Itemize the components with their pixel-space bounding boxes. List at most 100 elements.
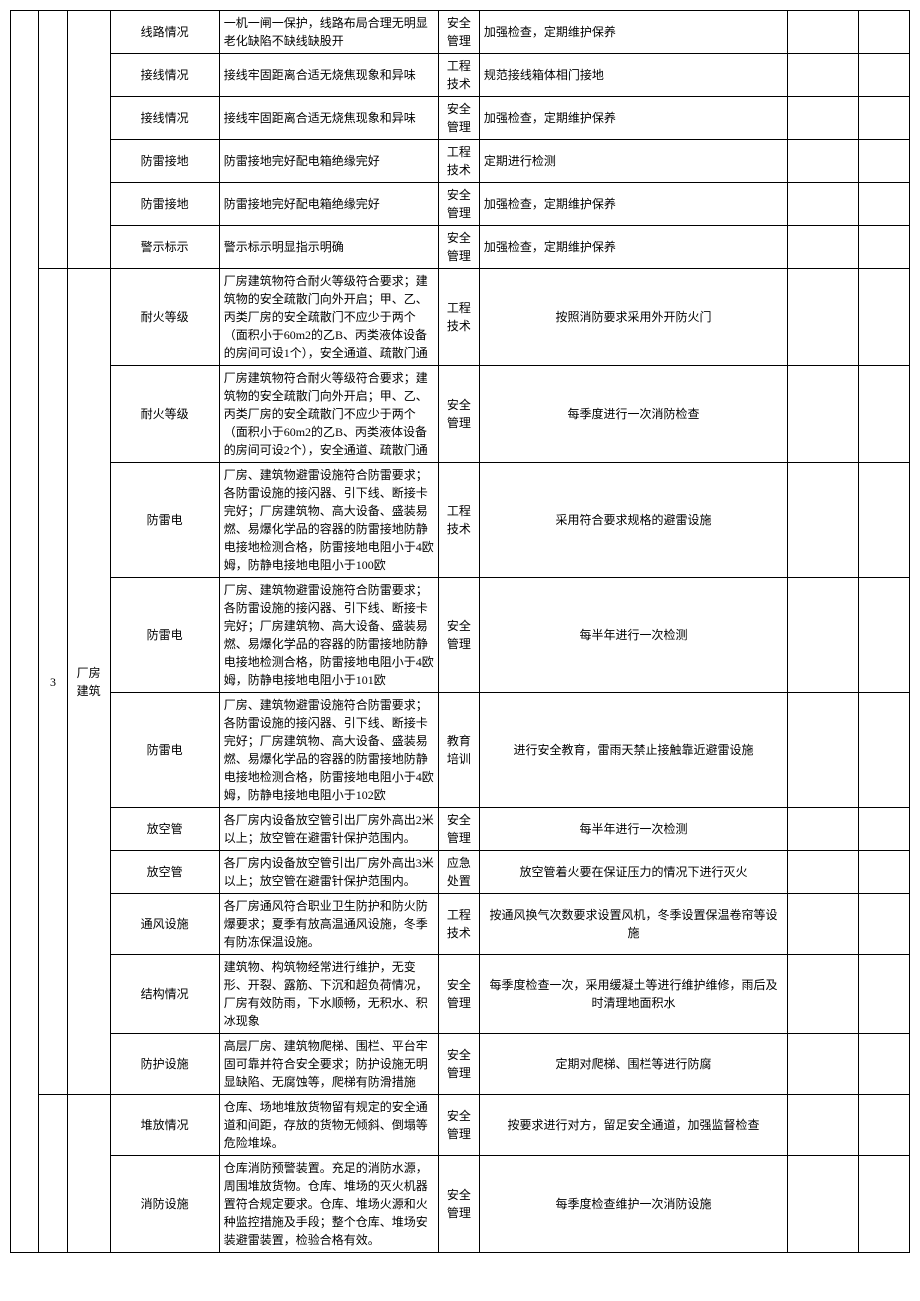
item-category: 安全管理 (438, 183, 479, 226)
item-name: 消防设施 (110, 1156, 219, 1253)
section-num-blank (39, 11, 67, 269)
item-name: 接线情况 (110, 97, 219, 140)
item-desc: 防雷接地完好配电箱绝缘完好 (219, 183, 438, 226)
blank-col-8 (858, 183, 909, 226)
item-desc: 防雷接地完好配电箱绝缘完好 (219, 140, 438, 183)
item-desc: 各厂房通风符合职业卫生防护和防火防爆要求；夏季有放高温通风设施，冬季有防冻保温设… (219, 894, 438, 955)
blank-col-8 (858, 463, 909, 578)
item-name: 线路情况 (110, 11, 219, 54)
item-name: 防雷接地 (110, 183, 219, 226)
item-desc: 厂房、建筑物避雷设施符合防雷要求；各防雷设施的接闪器、引下线、断接卡完好；厂房建… (219, 693, 438, 808)
item-category: 教育培训 (438, 693, 479, 808)
item-category: 工程技术 (438, 54, 479, 97)
item-measure: 每季度检查一次，采用缓凝土等进行维护维修，雨后及时清理地面积水 (479, 955, 787, 1034)
blank-col-8 (858, 693, 909, 808)
blank-col-8 (858, 1034, 909, 1095)
item-name: 通风设施 (110, 894, 219, 955)
item-category: 安全管理 (438, 808, 479, 851)
item-category: 安全管理 (438, 1095, 479, 1156)
item-measure: 按通风换气次数要求设置风机，冬季设置保温卷帘等设施 (479, 894, 787, 955)
blank-col-8 (858, 578, 909, 693)
item-desc: 厂房、建筑物避雷设施符合防雷要求；各防雷设施的接闪器、引下线、断接卡完好；厂房建… (219, 463, 438, 578)
item-measure: 采用符合要求规格的避雷设施 (479, 463, 787, 578)
item-desc: 高层厂房、建筑物爬梯、围栏、平台牢固可靠并符合安全要求；防护设施无明显缺陷、无腐… (219, 1034, 438, 1095)
item-desc: 各厂房内设备放空管引出厂房外高出2米以上；放空管在避雷针保护范围内。 (219, 808, 438, 851)
item-name: 防雷电 (110, 463, 219, 578)
item-measure: 定期对爬梯、围栏等进行防腐 (479, 1034, 787, 1095)
item-measure: 加强检查，定期维护保养 (479, 11, 787, 54)
blank-col-7 (788, 693, 858, 808)
item-desc: 厂房建筑物符合耐火等级符合要求；建筑物的安全疏散门向外开启；甲、乙、丙类厂房的安… (219, 269, 438, 366)
section-num: 3 (39, 269, 67, 1095)
item-category: 安全管理 (438, 11, 479, 54)
item-desc: 厂房、建筑物避雷设施符合防雷要求；各防雷设施的接闪器、引下线、断接卡完好；厂房建… (219, 578, 438, 693)
item-desc: 建筑物、构筑物经常进行维护，无变形、开裂、露筋、下沉和超负荷情况，厂房有效防雨，… (219, 955, 438, 1034)
blank-col-8 (858, 366, 909, 463)
item-measure: 每季度进行一次消防检查 (479, 366, 787, 463)
item-category: 工程技术 (438, 463, 479, 578)
blank-col-7 (788, 955, 858, 1034)
item-category: 工程技术 (438, 894, 479, 955)
item-measure: 每半年进行一次检测 (479, 578, 787, 693)
item-measure: 加强检查，定期维护保养 (479, 183, 787, 226)
blank-col-7 (788, 54, 858, 97)
item-name: 防雷接地 (110, 140, 219, 183)
item-desc: 警示标示明显指示明确 (219, 226, 438, 269)
blank-col-7 (788, 1095, 858, 1156)
blank-col-7 (788, 1156, 858, 1253)
item-category: 安全管理 (438, 97, 479, 140)
blank-col-8 (858, 140, 909, 183)
item-name: 耐火等级 (110, 269, 219, 366)
item-category: 安全管理 (438, 955, 479, 1034)
item-name: 警示标示 (110, 226, 219, 269)
item-name: 防雷电 (110, 578, 219, 693)
blank-col-8 (858, 808, 909, 851)
blank-col-7 (788, 269, 858, 366)
blank-col-7 (788, 808, 858, 851)
section-name: 厂房建筑 (67, 269, 110, 1095)
safety-table: 线路情况一机一闸一保护，线路布局合理无明显老化缺陷不缺线缺股开安全管理加强检查，… (10, 10, 910, 1253)
item-measure: 定期进行检测 (479, 140, 787, 183)
blank-col-7 (788, 1034, 858, 1095)
item-name: 结构情况 (110, 955, 219, 1034)
item-category: 工程技术 (438, 269, 479, 366)
blank-col-7 (788, 366, 858, 463)
item-category: 应急处置 (438, 851, 479, 894)
blank-col-7 (788, 226, 858, 269)
item-name: 接线情况 (110, 54, 219, 97)
blank-col-8 (858, 1095, 909, 1156)
item-name: 防护设施 (110, 1034, 219, 1095)
blank-col-8 (858, 269, 909, 366)
item-name: 防雷电 (110, 693, 219, 808)
item-desc: 接线牢固距离合适无烧焦现象和异味 (219, 97, 438, 140)
item-name: 堆放情况 (110, 1095, 219, 1156)
blank-col-8 (858, 851, 909, 894)
outer-col (11, 11, 39, 1253)
item-measure: 进行安全教育，雷雨天禁止接触靠近避雷设施 (479, 693, 787, 808)
item-category: 安全管理 (438, 1156, 479, 1253)
blank-col-8 (858, 1156, 909, 1253)
blank-col-7 (788, 578, 858, 693)
item-desc: 接线牢固距离合适无烧焦现象和异味 (219, 54, 438, 97)
item-desc: 一机一闸一保护，线路布局合理无明显老化缺陷不缺线缺股开 (219, 11, 438, 54)
blank-col-7 (788, 894, 858, 955)
item-measure: 按照消防要求采用外开防火门 (479, 269, 787, 366)
item-name: 放空管 (110, 808, 219, 851)
section-name-blank (67, 11, 110, 269)
blank-col-8 (858, 894, 909, 955)
item-measure: 按要求进行对方，留足安全通道，加强监督检查 (479, 1095, 787, 1156)
item-category: 安全管理 (438, 1034, 479, 1095)
item-desc: 各厂房内设备放空管引出厂房外高出3米以上；放空管在避雷针保护范围内。 (219, 851, 438, 894)
blank-col-8 (858, 955, 909, 1034)
item-measure: 加强检查，定期维护保养 (479, 226, 787, 269)
item-measure: 每半年进行一次检测 (479, 808, 787, 851)
blank-col-8 (858, 97, 909, 140)
blank-col-8 (858, 54, 909, 97)
blank-col-7 (788, 183, 858, 226)
blank-col-8 (858, 226, 909, 269)
item-category: 工程技术 (438, 140, 479, 183)
item-category: 安全管理 (438, 226, 479, 269)
item-measure: 规范接线箱体相门接地 (479, 54, 787, 97)
blank-col-8 (858, 11, 909, 54)
item-category: 安全管理 (438, 578, 479, 693)
